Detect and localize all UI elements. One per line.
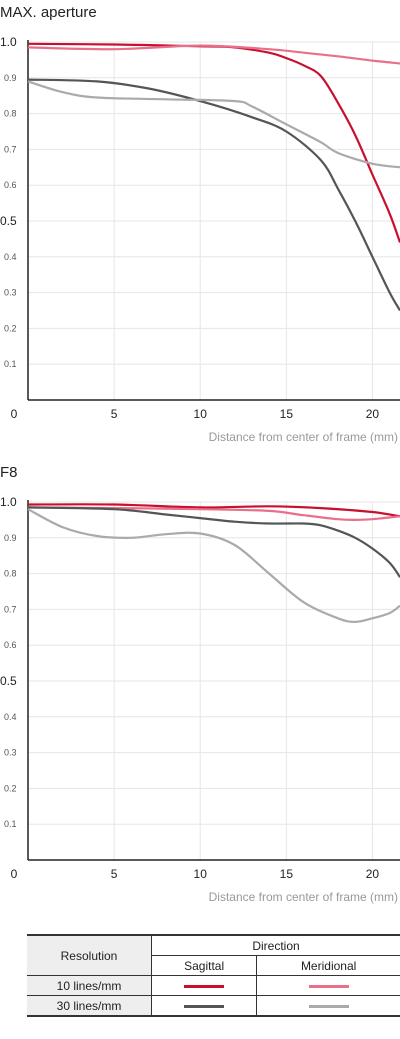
resolution-label: 30 lines/mm <box>27 995 152 1017</box>
mtf-chart-svg: 1.0 0.5 0.9 0.8 0.7 0.6 0.4 0.3 0.2 0.1 0 5 10 15 20 Di… <box>0 495 400 904</box>
chart-title: MAX. aperture <box>0 4 97 21</box>
x-tick-label: 15 <box>280 407 294 421</box>
y-tick-label: 1.0 <box>0 495 17 509</box>
series-line <box>27 508 400 623</box>
legend-cell <box>256 975 400 996</box>
y-tick-label: 0.7 <box>4 604 17 614</box>
y-tick-label: 0.2 <box>4 783 17 793</box>
resolution-header: Resolution <box>27 934 152 976</box>
x-tick-label: 20 <box>366 407 380 421</box>
series-line <box>27 78 400 312</box>
chart-title: F8 <box>0 464 18 481</box>
chart-max-aperture: MAX. aperture 1.0 0.5 0.9 0.8 0.7 0.6 0.4 0.3 0.… <box>0 0 400 450</box>
legend-cell <box>256 995 400 1017</box>
resolution-label: 10 lines/mm <box>27 975 152 996</box>
series-line <box>27 44 400 65</box>
x-tick-label: 20 <box>366 867 380 881</box>
direction-header: Direction <box>151 934 400 956</box>
sagittal-30-swatch <box>184 1004 225 1008</box>
y-tick-label: 0.6 <box>4 180 17 190</box>
sagittal-10-swatch <box>184 984 225 988</box>
y-tick-label: 0.9 <box>4 73 17 83</box>
x-tick-label: 5 <box>111 407 118 421</box>
legend-cell <box>150 975 258 996</box>
series-line <box>27 503 400 518</box>
x-tick-label: 0 <box>11 867 18 881</box>
y-tick-label: 0.9 <box>4 533 17 543</box>
x-tick-label: 10 <box>194 867 208 881</box>
x-tick-label: 0 <box>11 407 18 421</box>
mtf-chart-svg: 1.0 0.5 0.9 0.8 0.7 0.6 0.4 0.3 0.2 0.1 0 5 10 15 20 Di… <box>0 35 400 444</box>
y-tick-label: 0.2 <box>4 323 17 333</box>
y-tick-label: 0.4 <box>4 252 17 262</box>
y-tick-label: 0.3 <box>4 748 17 758</box>
x-tick-label: 10 <box>194 407 208 421</box>
y-tick-label: 0.1 <box>4 819 17 829</box>
series-line <box>27 80 400 169</box>
series-line <box>27 42 400 243</box>
series-line <box>27 506 400 578</box>
y-tick-label: 0.6 <box>4 640 17 650</box>
y-tick-label: 0.5 <box>0 674 17 688</box>
y-tick-label: 0.8 <box>4 569 17 579</box>
meridional-30-swatch <box>308 1004 349 1008</box>
y-tick-label: 0.7 <box>4 144 17 154</box>
legend-table: Resolution Direction Sagittal Meridional… <box>27 934 400 1017</box>
y-tick-label: 1.0 <box>0 35 17 49</box>
sagittal-header: Sagittal <box>151 955 258 976</box>
chart-f8: F8 1.0 0.5 0.9 0.8 0.7 0.6 0.4 0.3 0.2 0.1 0 5 10 15 2… <box>0 460 400 910</box>
y-tick-label: 0.5 <box>0 214 17 228</box>
series-line <box>27 506 400 522</box>
meridional-header: Meridional <box>256 955 400 976</box>
x-axis-label: Distance from center of frame (mm) <box>209 890 398 904</box>
y-tick-label: 0.1 <box>4 359 17 369</box>
x-tick-label: 15 <box>280 867 294 881</box>
x-tick-label: 5 <box>111 867 118 881</box>
x-axis-label: Distance from center of frame (mm) <box>209 430 398 444</box>
y-tick-label: 0.3 <box>4 288 17 298</box>
y-tick-label: 0.4 <box>4 712 17 722</box>
meridional-10-swatch <box>308 984 349 988</box>
y-tick-label: 0.8 <box>4 109 17 119</box>
legend-cell <box>150 995 258 1017</box>
